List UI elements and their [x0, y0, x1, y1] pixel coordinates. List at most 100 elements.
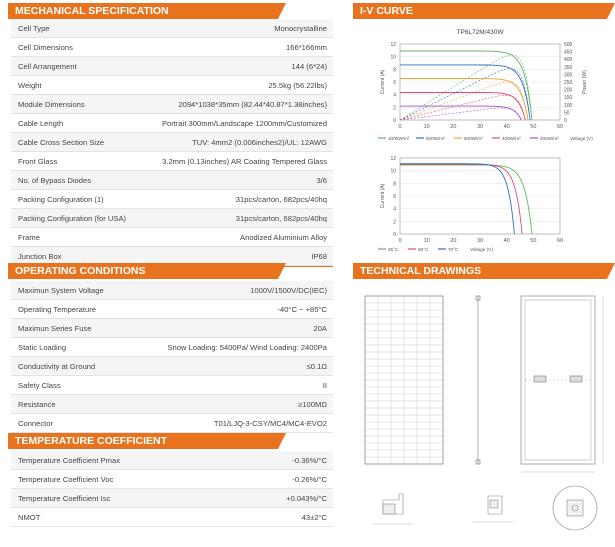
spec-label: Cable Length	[18, 118, 64, 128]
spec-row: Cable Cross Section Size TUV: 4mm2 (0.006…	[11, 133, 333, 152]
y2-tick-label: 300	[564, 72, 573, 78]
mounting-hole-detail	[552, 485, 598, 531]
panel-side-view	[475, 295, 481, 465]
spec-row: Conductivity at Ground ≤0.1Ω	[11, 357, 333, 376]
chart-title: TP6L72M/430W	[457, 29, 505, 36]
spec-label: Cell Type	[18, 23, 50, 33]
y2-tick-label: 100	[564, 103, 573, 109]
iv-curve-70°C	[400, 163, 515, 235]
spec-label: Conductivity at Ground	[18, 361, 96, 371]
section-detail-a	[373, 493, 413, 525]
iv-curve-25°C	[400, 164, 533, 235]
y2-tick-label: 0	[564, 118, 567, 124]
spec-value: 3/6	[316, 175, 327, 185]
spec-row: Frame Anodized Aluminium Alloy	[11, 228, 333, 247]
legend-label: 400W/m²	[502, 136, 521, 141]
spec-label: Cell Dimensions	[18, 42, 73, 52]
spec-row: Cable Length Portrait 300mm/Landscape 120…	[11, 114, 333, 133]
spec-value: Portrait 300mm/Landscape 1200mm/Customiz…	[161, 118, 327, 128]
y2-axis-label: Power (W)	[582, 70, 588, 94]
x-tick-label: 10	[424, 124, 430, 130]
spec-row: Packing Configuration (1) 31pcs/carton, 6…	[11, 190, 333, 209]
x-tick-label: 0	[398, 238, 401, 244]
temperature-header: TEMPERATURE COEFFICIENT	[8, 433, 286, 449]
y-axis-label: Current (A)	[380, 183, 386, 208]
spec-row: Maximun Series Fuse 20A	[11, 319, 333, 338]
spec-row: NMOT 43±2°C	[11, 508, 333, 527]
legend-label: 70°C	[448, 247, 459, 252]
spec-label: Temperature Coefficient Isc	[18, 493, 111, 503]
spec-value: IP68	[311, 251, 327, 261]
x-axis-title: Voltage (V)	[470, 247, 493, 252]
y2-tick-label: 50	[564, 110, 570, 116]
temperature-table: Temperature Coefficient Pmax -0.36%/°C Tem…	[11, 451, 333, 527]
spec-value: Anodized Aluminium Alloy	[240, 232, 327, 242]
panel-front-view	[364, 295, 444, 465]
iv-curve-400	[400, 92, 526, 121]
x-tick-label: 40	[504, 238, 510, 244]
iv-curve-600	[400, 78, 529, 121]
y-tick-label: 2	[393, 105, 396, 111]
spec-row: Cell Type Monocrystalline	[11, 19, 333, 38]
y-tick-label: 8	[393, 67, 396, 73]
y2-tick-label: 500	[564, 42, 573, 48]
power-curve-400	[399, 95, 526, 121]
y-tick-label: 8	[393, 181, 396, 187]
y-tick-label: 0	[393, 118, 396, 124]
spec-row: Cell Arrangement 144 (6*24)	[11, 57, 333, 76]
x-tick-label: 20	[450, 238, 456, 244]
spec-row: Front Glass 3.2mm (0.13inches) AR Coating…	[11, 152, 333, 171]
spec-label: Temperature Coefficient Pmax	[18, 455, 120, 465]
spec-label: Safety Class	[18, 380, 61, 390]
y2-tick-label: 150	[564, 95, 573, 101]
spec-label: NMOT	[18, 512, 41, 522]
spec-row: Temperature Coefficient Pmax -0.36%/°C	[11, 451, 333, 470]
iv-curve-50°C	[400, 163, 523, 235]
spec-value: T01/LJQ-3-CSY/MC4/MC4-EVO2	[213, 418, 327, 428]
spec-row: Module Dimensions 2094*1038*35mm (82.44*4…	[11, 95, 333, 114]
y-tick-label: 0	[393, 232, 396, 238]
y-tick-label: 2	[393, 219, 396, 225]
spec-label: Resistance	[18, 399, 56, 409]
spec-row: Cell Dimensions 166*166mm	[11, 38, 333, 57]
spec-value: 166*166mm	[286, 42, 327, 52]
spec-value: Snow Loading: 5400Pa/ Wind Loading: 2400…	[167, 342, 327, 352]
y2-tick-label: 250	[564, 80, 573, 86]
legend-label: 50°C	[418, 247, 429, 252]
iv-curve-200	[400, 105, 522, 121]
spec-label: Operating Temperature	[18, 304, 96, 314]
spec-label: Temperature Coefficient Voc	[18, 474, 114, 484]
spec-value: Monocrystalline	[274, 23, 327, 33]
spec-value: 43±2°C	[301, 512, 327, 522]
x-tick-label: 50	[530, 124, 536, 130]
spec-label: Module Dimensions	[18, 99, 85, 109]
operating-table: Maximun System Voltage 1000V/1500V/DC(IEC…	[11, 281, 333, 433]
spec-value: -0.36%/°C	[292, 455, 327, 465]
spec-row: No. of Bypass Diodes 3/6	[11, 171, 333, 190]
legend-label: 1000W/m²	[388, 136, 410, 141]
y2-tick-label: 200	[564, 88, 573, 94]
power-curve-800	[399, 68, 530, 121]
panel-back-view	[520, 295, 604, 473]
x-tick-label: 60	[557, 124, 563, 130]
spec-value: TUV: 4mm2 (0.006inches2)/UL: 12AWG	[192, 137, 327, 147]
spec-row: Weight 25.5kg (56.22lbs)	[11, 76, 333, 95]
x-tick-label: 30	[477, 238, 483, 244]
legend-label: 25°C	[388, 247, 399, 252]
spec-label: Packing Configuration (1)	[18, 194, 104, 204]
spec-row: Temperature Coefficient Voc -0.26%/°C	[11, 470, 333, 489]
iv-curve-1000	[400, 50, 533, 121]
mechanical-header: MECHANICAL SPECIFICATION	[8, 3, 286, 19]
y-tick-label: 6	[393, 194, 396, 200]
x-tick-label: 0	[398, 124, 401, 130]
legend-label: 600W/m²	[464, 136, 483, 141]
technical-drawings	[353, 282, 607, 544]
section-detail-b	[473, 495, 513, 523]
spec-label: No. of Bypass Diodes	[18, 175, 92, 185]
x-tick-label: 60	[557, 238, 563, 244]
drawings-svg	[364, 295, 604, 531]
x-axis-title: Voltage (V)	[570, 136, 593, 141]
spec-label: Maximun System Voltage	[18, 285, 104, 295]
x-tick-label: 30	[477, 124, 483, 130]
